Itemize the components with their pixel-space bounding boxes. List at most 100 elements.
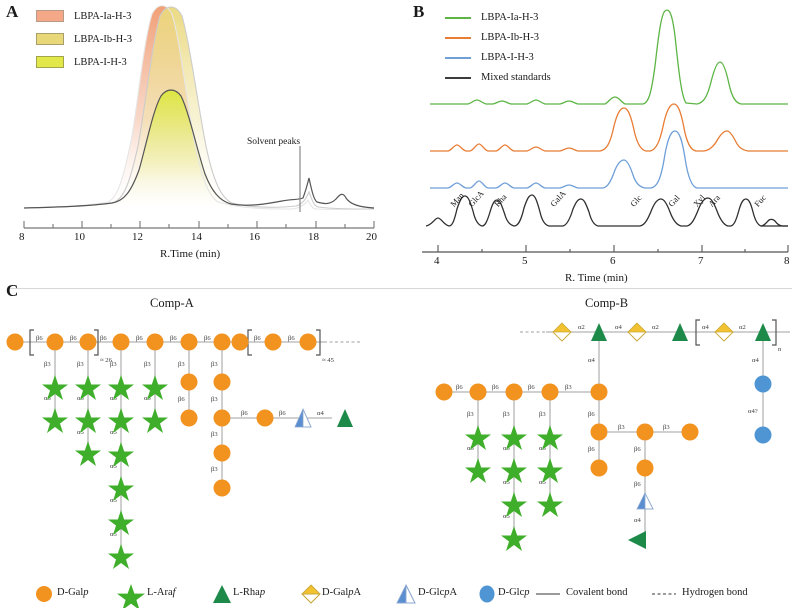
svg-text:β6: β6	[634, 446, 641, 453]
comp-b-title: Comp-B	[585, 296, 629, 310]
galpa-icon-1	[552, 322, 572, 342]
comp-b-backbone: β6 β6 β6 β3 α4	[435, 341, 608, 401]
svg-text:β6: β6	[100, 335, 107, 342]
comp-a-branch-1: β3 α5	[42, 350, 68, 433]
legend-glcpa-icon	[396, 583, 416, 604]
panel-a-plot	[23, 5, 375, 229]
svg-text:β3: β3	[565, 384, 572, 391]
legend-swatch-i	[36, 56, 64, 68]
svg-text:α4: α4	[588, 357, 595, 364]
glcpa-icon-a	[294, 408, 312, 428]
rhap-icon-1	[591, 323, 607, 341]
panel-a-xtick-4: 16	[249, 231, 260, 243]
panel-b-letter: B	[413, 2, 425, 21]
svg-text:α5: α5	[77, 429, 84, 436]
legend-label-galp: D-Galp	[57, 587, 89, 598]
legend-swatch-ia	[36, 10, 64, 22]
comp-a-branch-5: β3 β6	[178, 350, 198, 427]
svg-text:α4: α4	[317, 410, 324, 417]
legend-galp-icon	[36, 586, 52, 602]
legend-line-b-ib	[445, 36, 471, 39]
panel-b-xtick-4: 8	[784, 255, 790, 267]
panel-a-legend: LBPA-Ia-H-3 LBPA-Ib-H-3 LBPA-I-H-3	[36, 10, 132, 68]
panel-b-legend: LBPA-Ia-H-3 LBPA-Ib-H-3 LBPA-I-H-3 Mixed…	[445, 12, 551, 83]
svg-text:β6: β6	[279, 410, 286, 417]
comp-b-branch-2: β3 α5 α5 α5	[501, 400, 527, 551]
svg-text:β6: β6	[70, 335, 77, 342]
solvent-peaks-annotation: Solvent peaks	[247, 137, 301, 147]
panel-c-structures: .bond{stroke:#b5b5b5;stroke-width:1.3;} …	[0, 300, 800, 570]
comp-b-branch-3: β3 α5 α5	[537, 400, 563, 517]
panel-b-ticks	[437, 245, 789, 252]
comp-a-repeat-2: ≈ 45	[322, 357, 335, 364]
svg-text:β3: β3	[211, 361, 218, 368]
legend-label-ia: LBPA-Ia-H-3	[74, 10, 132, 22]
galpa-icon-2	[627, 322, 647, 342]
trace-ia	[430, 9, 788, 105]
comp-b-glucan: α4 α4?	[748, 341, 772, 444]
svg-text:α5: α5	[110, 429, 117, 436]
rhap-icon-b	[628, 531, 646, 549]
legend-item-ib: LBPA-Ib-H-3	[36, 33, 132, 45]
panel-a-letter: A	[6, 2, 19, 21]
legend-label-glcpa: D-GlcpA	[418, 587, 458, 598]
panel-a-xtick-5: 18	[308, 231, 319, 243]
svg-text:α2: α2	[652, 324, 659, 331]
svg-text:β6: β6	[178, 396, 185, 403]
svg-text:β6: β6	[204, 335, 211, 342]
panel-a-ticks	[23, 221, 375, 228]
svg-text:α5: α5	[110, 497, 117, 504]
svg-text:α5: α5	[539, 479, 546, 486]
legend-item-b-ia: LBPA-Ia-H-3	[445, 12, 551, 23]
panel-b-xaxis-label: R. Time (min)	[565, 272, 628, 284]
svg-text:β6: β6	[528, 384, 535, 391]
legend-label-galpa: D-GalpA	[322, 587, 362, 598]
glycan-legend: D-Galp L-Araf L-Rhap D-GalpA D-GlcpA D-G…	[0, 578, 800, 608]
trace-mixed	[425, 194, 788, 227]
legend-label-ib: LBPA-Ib-H-3	[74, 33, 132, 45]
comp-b-top-chain: n α2 α4 α2 α4 α2	[520, 319, 790, 353]
legend-line-b-ia	[445, 16, 471, 19]
legend-label-glcp: D-Glcp	[498, 587, 530, 598]
svg-text:β6: β6	[492, 384, 499, 391]
legend-item-b-ib: LBPA-Ib-H-3	[445, 32, 551, 43]
svg-text:α2: α2	[739, 324, 746, 331]
svg-text:β6: β6	[456, 384, 463, 391]
legend-glcp-icon	[479, 585, 495, 603]
svg-text:α4: α4	[615, 324, 622, 331]
trace-i	[430, 130, 788, 189]
svg-text:β6: β6	[634, 481, 641, 488]
svg-text:α4: α4	[702, 324, 709, 331]
comp-a-branch-6: β3 β3 β3 β3 β6 β6 α4	[211, 350, 353, 497]
legend-line-b-i	[445, 56, 471, 59]
legend-label-b-ia: LBPA-Ia-H-3	[481, 12, 539, 23]
panel-b-plot	[422, 9, 789, 253]
comp-a-branch-3: β3 α5 α5 α5 α5 α5	[108, 350, 134, 569]
legend-label-araf: L-Araf	[147, 587, 176, 598]
panel-a-xtick-0: 8	[19, 231, 25, 243]
comp-b-branch-1: β3 α5	[465, 400, 491, 483]
svg-text:β3: β3	[539, 411, 546, 418]
legend-label-i: LBPA-I-H-3	[74, 56, 127, 68]
legend-item-i: LBPA-I-H-3	[36, 56, 132, 68]
panel-b-xtick-0: 4	[434, 255, 440, 267]
svg-text:β3: β3	[211, 431, 218, 438]
panel-a-xaxis-label: R.Time (min)	[160, 248, 221, 260]
comp-b-repeat: n	[778, 346, 782, 353]
comp-a-repeat-1: ≈ 26	[100, 357, 113, 364]
comp-a-backbone: ≈ 26 ≈ 45 β6 β6 β6 β6 β6 β6 β6 β6	[6, 329, 360, 364]
svg-text:α2: α2	[578, 324, 585, 331]
legend-label-b-mixed: Mixed standards	[481, 72, 551, 83]
glycan-legend-icons	[36, 583, 676, 608]
legend-label-covalent: Covalent bond	[566, 587, 628, 598]
svg-text:β6: β6	[170, 335, 177, 342]
svg-text:β3: β3	[211, 466, 218, 473]
comp-a-branch-2: β3 α5 α5	[75, 350, 101, 466]
curve-i-fill	[24, 90, 374, 212]
svg-text:β6: β6	[588, 446, 595, 453]
svg-text:β3: β3	[77, 361, 84, 368]
rhap-icon-2	[672, 323, 688, 341]
svg-text:β6: β6	[241, 410, 248, 417]
svg-text:β3: β3	[178, 361, 185, 368]
svg-text:β3: β3	[44, 361, 51, 368]
